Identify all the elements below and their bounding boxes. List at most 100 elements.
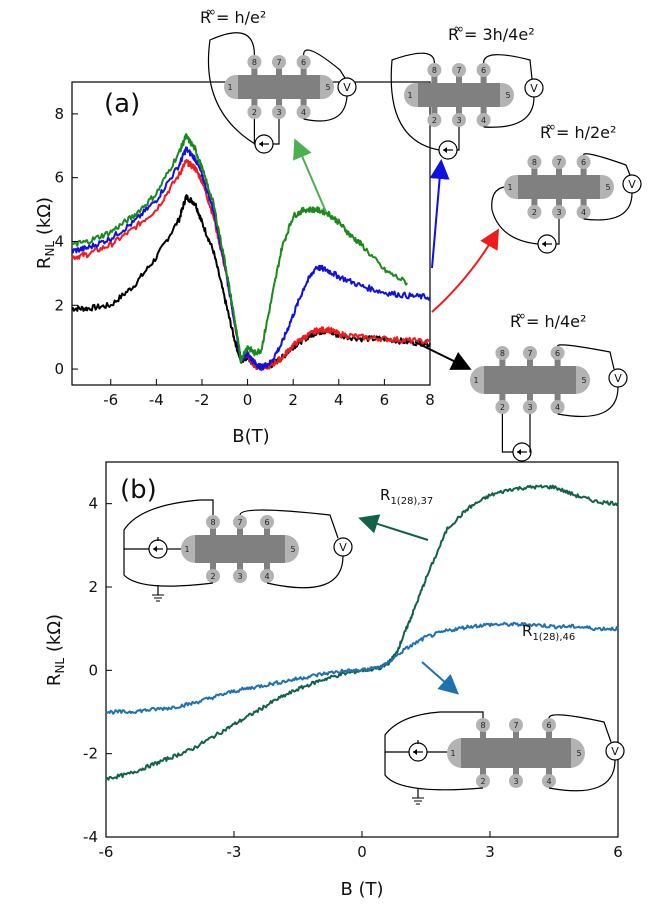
chart-a-series-line-red [71,158,431,372]
series-label-r37-main: R [380,486,390,504]
contact-3 [509,774,523,788]
inset-a1-r: R [200,8,211,27]
contact-8 [527,155,542,169]
hall-bar [484,366,576,394]
contact-2-label: 2 [532,208,537,217]
contact-2-label: 2 [480,777,485,786]
contact-4-label: 4 [264,572,269,581]
chart-a-y-tick-label: 6 [54,169,64,187]
contact-1-label: 1 [507,183,512,192]
chart-b-y-ticks: -4 -2 0 2 4 [83,495,112,846]
contact-8-label: 8 [210,518,215,527]
contact-8-label: 8 [500,349,505,358]
contact-3-label: 3 [456,116,461,125]
chart-a-y-axis-label-main: R [34,257,55,270]
contact-8 [206,515,220,529]
chart-a-x-tick-label: 4 [334,391,344,409]
chart-b-x-ticks: -6 -3 0 3 6 [99,831,623,861]
contact-4 [296,105,311,119]
series-label-r37-sub: 1(28),37 [390,496,433,507]
chart-b-series-line-teal_blue [105,621,619,715]
contact-5-label: 5 [576,749,581,758]
inset-a4-label: R∞= h/4e² [510,309,586,331]
contact-7-label: 7 [556,158,561,167]
contact-4 [542,774,556,788]
annotation-arrows [293,138,500,695]
series-label-r37: R1(28),37 [380,486,433,507]
contact-7-label: 7 [276,58,281,67]
arrow-red [431,228,500,313]
contact-1-label: 1 [407,91,412,100]
contact-3 [452,113,466,127]
chart-b-x-tick-label: -6 [99,843,114,861]
contact-3 [523,400,537,414]
contact-8 [247,55,262,69]
contact-6 [476,63,491,77]
chart-b-y-tick-label: 0 [88,661,98,679]
voltmeter-label: V [339,541,347,554]
series-label-r46-main: R [522,622,532,640]
chart-b-x-tick-label: -3 [227,843,242,861]
inset-b1-diagram: 1 5 8 2 7 3 6 4 V [123,499,353,602]
contact-6 [296,55,311,69]
inset-a2-sup: ∞ [453,22,464,37]
chart-a-y-axis-label: RNL (kΩ) [34,197,57,269]
chart-a-x-tick-label: 0 [243,391,253,409]
chart-a-x-tick-label: 8 [425,391,435,409]
contact-5-label: 5 [325,83,330,92]
contact-7-label: 7 [513,721,518,730]
contact-8 [495,346,510,360]
voltmeter-label: V [343,81,351,94]
contact-3-label: 3 [527,403,532,412]
chart-a-series-line-blue [71,146,431,371]
contact-7 [523,346,537,360]
contact-1-label: 1 [450,749,455,758]
chart-b-x-axis-label: B (T) [340,879,383,900]
contact-6-label: 6 [581,158,586,167]
contact-3-label: 3 [556,208,561,217]
chart-b-x-tick-label: 6 [613,843,623,861]
inset-b2-diagram: 1 5 8 2 7 3 6 4 V [384,711,625,805]
contact-7 [452,63,466,77]
contact-6-label: 6 [481,66,486,75]
contact-7-label: 7 [527,349,532,358]
contact-6-label: 6 [264,518,269,527]
contact-1-label: 1 [184,545,189,554]
arrow-black [414,341,472,370]
chart-a-x-tick-label: 2 [288,391,298,409]
hall-bar [195,535,285,563]
contact-6 [576,155,591,169]
chart-b-y-tick-label: 2 [88,578,98,596]
chart-b-panel-label: (b) [120,475,157,505]
hall-bar [461,738,571,768]
chart-b-x-tick-label: 3 [485,843,495,861]
contact-6-label: 6 [555,349,560,358]
inset-a3-label: R∞= h/2e² [540,120,616,142]
contact-3-label: 3 [276,108,281,117]
chart-b-y-tick-label: 4 [88,495,98,513]
voltmeter-label: V [628,178,636,191]
contact-4-label: 4 [546,777,551,786]
chart-b-y-axis-label-sub: NL [53,658,67,674]
inset-a1-label: R∞= h/e² [200,5,266,27]
contact-6-label: 6 [301,58,306,67]
inset-a3-sup: ∞ [545,120,556,135]
inset-a1-sup: ∞ [205,5,216,20]
contact-5-label: 5 [505,91,510,100]
contact-2 [247,105,262,119]
contact-6 [550,346,565,360]
inset-a2-eq: = 3h/4e² [464,25,535,44]
contact-3-label: 3 [513,777,518,786]
contact-8-label: 8 [532,158,537,167]
contact-3 [552,205,566,219]
contact-4 [576,205,591,219]
chart-a-panel-label: (a) [104,89,140,119]
chart-b-x-tick-label: 0 [357,843,367,861]
contact-1-label: 1 [473,376,478,385]
contact-2-label: 2 [210,572,215,581]
inset-a4-r: R [510,312,521,331]
contact-4 [550,400,565,414]
chart-a-y-ticks: 0 2 4 6 8 [54,105,78,378]
chart-a-y-tick-label: 4 [54,232,64,250]
